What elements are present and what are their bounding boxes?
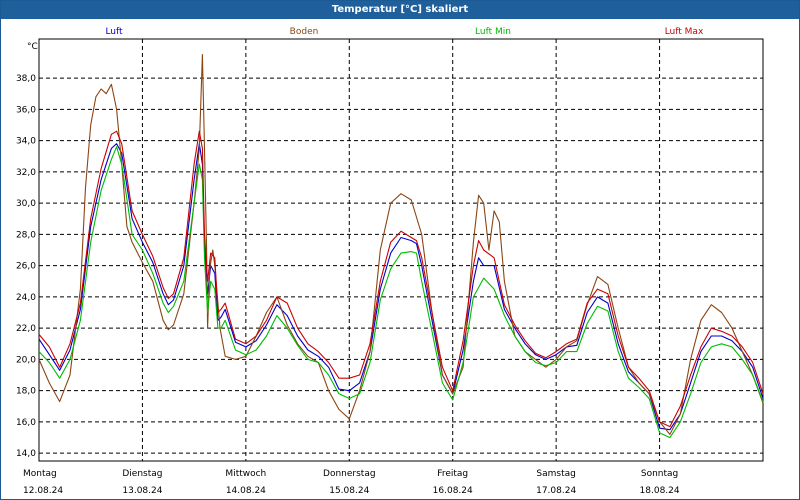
legend-label: Luft [105,27,123,37]
y-tick-label: 18,0 [16,387,36,397]
legend-label: Luft Min [475,27,511,37]
series-line-luft-min [38,146,764,439]
y-tick-label: 38,0 [16,74,36,84]
y-tick-label: 14,0 [16,449,36,459]
y-tick-label: 22,0 [16,324,36,334]
x-axis-ticks: Montag 12.08.24 Dienstag 13.08.24 Mittwoch 14… [23,469,680,496]
y-tick-label: 36,0 [16,105,36,115]
x-tick-day: Dienstag [122,469,162,479]
legend-label: Boden [290,27,319,37]
x-tick-day: Mittwoch [225,469,266,479]
x-tick-day: Samstag [536,469,575,479]
x-tick-date: 17.08.24 [536,486,576,496]
legend: Luft Boden Luft Min Luft Max [105,27,704,37]
series-line-boden [38,54,764,435]
y-tick-label: 20,0 [16,355,36,365]
x-tick-day: Montag [23,469,57,479]
x-tick-date: 13.08.24 [122,486,162,496]
y-tick-label: 16,0 [16,418,36,428]
x-tick-date: 15.08.24 [329,486,369,496]
y-tick-label: 32,0 [16,168,36,178]
plot-area [38,38,764,462]
legend-label: Luft Max [665,27,704,37]
y-tick-label: 24,0 [16,293,36,303]
x-tick-day: Donnerstag [323,469,376,479]
x-tick-date: 14.08.24 [226,486,266,496]
y-tick-label: 26,0 [16,262,36,272]
x-tick-date: 18.08.24 [640,486,680,496]
grid [39,39,763,461]
y-tick-label: 28,0 [16,230,36,240]
series-lines [38,54,764,439]
chart-title: Temperatur [°C] skaliert [1,1,799,19]
y-tick-label: 30,0 [16,199,36,209]
x-tick-date: 16.08.24 [433,486,473,496]
series-line-luft-max [38,130,764,428]
x-tick-date: 12.08.24 [23,486,63,496]
y-axis-ticks: 14,0 16,0 18,0 20,0 22,0 24,0 26,0 28,0 30,0 32,0… [16,74,36,459]
series-line-luft [38,143,764,431]
x-tick-day: Sonntag [641,469,678,479]
x-tick-day: Freitag [437,469,468,479]
y-axis-label: °C [27,42,38,52]
y-tick-label: 34,0 [16,137,36,147]
